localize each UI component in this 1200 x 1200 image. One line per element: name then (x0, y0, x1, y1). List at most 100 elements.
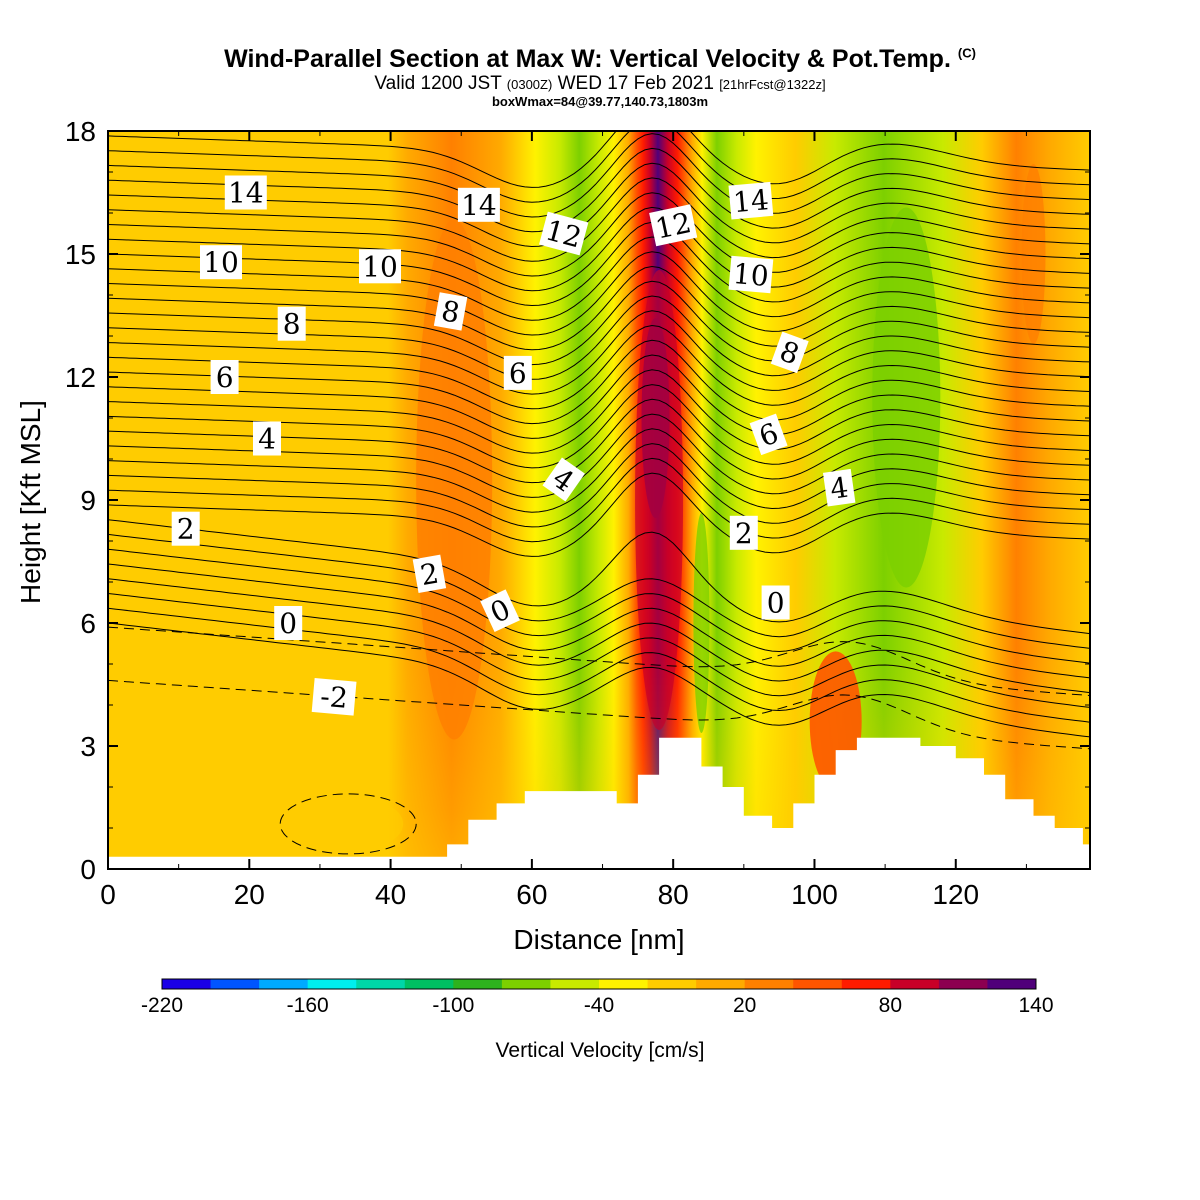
x-axis-label: Distance [nm] (513, 924, 684, 955)
colorbar-swatch (550, 979, 600, 989)
theta-contour (108, 236, 1090, 321)
contour-label: 14 (457, 187, 500, 222)
contour-label-box (729, 515, 758, 550)
contour-label-text: 6 (216, 361, 234, 394)
forecast-info: [21hrFcst@1322z] (719, 77, 826, 92)
velocity-cell (872, 207, 941, 588)
theta-contour (108, 131, 1090, 188)
contour-label-text: 8 (283, 308, 301, 341)
colorbar-swatch (793, 979, 843, 989)
theta-contour (108, 607, 1090, 723)
contour-label-text: 10 (203, 246, 239, 279)
contour-label-box (412, 554, 447, 593)
contour-label-box (311, 678, 357, 716)
contour-label-text: 2 (177, 513, 195, 546)
contour-label-box (770, 331, 809, 374)
contour-label: 2 (171, 511, 200, 546)
contour-label-text: 0 (279, 607, 297, 640)
theta-contour (108, 324, 1090, 410)
theta-contour (108, 295, 1090, 380)
contour-label-text: 14 (461, 189, 497, 222)
theta-contour (108, 265, 1090, 351)
contour-label: 12 (649, 204, 698, 247)
theta-contour-dashed (108, 626, 1090, 696)
theta-contour (108, 131, 1090, 203)
valid-date: WED 17 Feb 2021 (557, 73, 714, 94)
colorbar-swatch (356, 979, 406, 989)
theta-contour-dashed (108, 679, 1090, 750)
colorbar-tick-label: -160 (287, 994, 329, 1017)
colorbar-frame (161, 978, 1037, 990)
theta-contour (108, 428, 1090, 513)
contour-label: 4 (822, 468, 856, 507)
contour-label-box (503, 355, 532, 390)
contour-label-text: 8 (439, 294, 462, 330)
contour-label-text: 14 (228, 177, 264, 210)
contour-label-box (728, 181, 774, 220)
theta-contour (108, 548, 1090, 664)
theta-contour (108, 206, 1090, 292)
y-tick-label: 6 (80, 608, 96, 639)
theta-contour (108, 578, 1090, 694)
y-tick-label: 15 (65, 239, 96, 270)
title-main: Wind-Parallel Section at Max W: Vertical… (224, 45, 951, 73)
x-tick-label: 40 (375, 879, 406, 910)
velocity-cells (293, 164, 1046, 852)
theta-contour (108, 369, 1090, 454)
contour-label-text: 6 (509, 357, 527, 390)
contour-label: 8 (277, 306, 306, 341)
theta-contour (108, 147, 1090, 233)
theta-contour (108, 192, 1090, 277)
colorbar-swatch (841, 979, 891, 989)
colorbar-swatch (744, 979, 794, 989)
theta-contour (108, 251, 1090, 336)
contour-label-text: 4 (258, 423, 276, 456)
colorbar-swatch (501, 979, 551, 989)
colorbar-swatch (210, 979, 260, 989)
colorbar-tick-label: -220 (141, 994, 183, 1017)
x-axis: 0 20 40 60 80 100 120 (100, 131, 1027, 910)
y-tick-label: 3 (80, 731, 96, 762)
theta-contour (108, 280, 1090, 366)
theta-contour (108, 354, 1090, 439)
theta-contour (108, 472, 1090, 557)
contour-label: 8 (770, 331, 809, 374)
colorbar-tick-label: -40 (584, 994, 614, 1017)
contour-label-text: 2 (418, 556, 441, 592)
contour-label-box (728, 255, 774, 294)
contour-label: 0 (274, 606, 303, 640)
contour-label: 10 (359, 249, 401, 284)
contour-label-box (542, 457, 585, 502)
theta-contour (108, 221, 1090, 307)
x-tick-label: 20 (234, 879, 265, 910)
valid-time: Valid 1200 JST (0300Z) WED 17 Feb 2021 [… (0, 73, 1200, 95)
contour-label-box (277, 306, 306, 341)
contour-label: 10 (728, 255, 774, 294)
copyright-mark: (C) (957, 45, 976, 61)
y-tick-label: 9 (80, 485, 96, 516)
colorbar-swatch (938, 979, 988, 989)
field-layer (108, 131, 1090, 869)
colorbar-swatch (696, 979, 746, 989)
contour-label: 2 (412, 554, 447, 593)
valid-zulu: (0300Z) (506, 77, 553, 92)
x-tick-label: 0 (100, 879, 116, 910)
colorbar-tick-label: -100 (432, 994, 474, 1017)
contour-label: 6 (210, 360, 239, 394)
x-tick-label: 100 (791, 879, 838, 910)
contour-label-text: 0 (767, 587, 785, 620)
colorbar-swatch (890, 979, 940, 989)
colorbar-swatch (404, 979, 454, 989)
colorbar-swatch (162, 979, 212, 989)
contour-label-box (200, 245, 242, 280)
velocity-cell (693, 513, 710, 733)
colorbar-swatch (453, 979, 503, 989)
contour-label: 8 (433, 292, 468, 331)
contour-label-box (761, 585, 790, 620)
contour-label-box (480, 589, 520, 633)
theta-contour (108, 593, 1090, 708)
negative-theta-contours (108, 626, 1090, 855)
contour-label-text: 10 (362, 250, 398, 283)
